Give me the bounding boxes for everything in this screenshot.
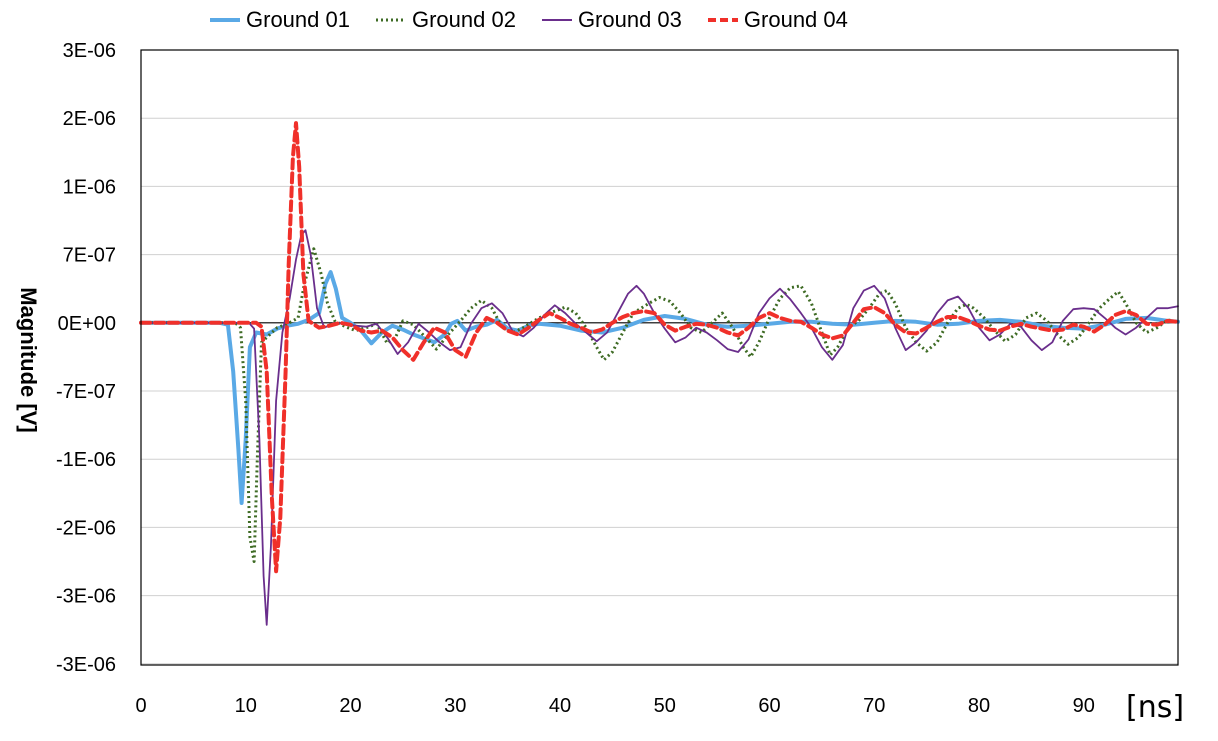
x-tick-label: 70 <box>863 695 885 717</box>
legend-item-ground-01: Ground 01 <box>210 7 350 33</box>
plot-border <box>140 49 1179 666</box>
x-tick-label: 0 <box>135 695 146 717</box>
y-tick-label: -1E-06 <box>56 449 116 471</box>
legend-item-ground-04: Ground 04 <box>707 7 848 33</box>
x-tick-label: 10 <box>235 695 257 717</box>
x-tick-label: 50 <box>654 695 676 717</box>
y-tick-label: -3E-06 <box>56 586 116 608</box>
series-line-ground-03 <box>140 229 1179 626</box>
legend: Ground 01 Ground 02 Ground 03 Ground 04 <box>210 6 874 34</box>
y-tick-label: -7E-07 <box>56 381 116 403</box>
series-line-ground-01 <box>139 270 1180 505</box>
legend-swatch-ground-02 <box>375 18 406 22</box>
legend-item-ground-03: Ground 03 <box>541 7 682 33</box>
legend-label-ground-01: Ground 01 <box>246 7 350 32</box>
y-tick-label: -2E-06 <box>56 517 116 539</box>
x-tick-label: 20 <box>339 695 361 717</box>
legend-item-ground-02: Ground 02 <box>375 7 516 33</box>
y-tick-label: 3E-06 <box>63 40 116 62</box>
y-tick-label: 1E-06 <box>63 176 116 198</box>
x-tick-label: 60 <box>758 695 780 717</box>
x-tick-label: 80 <box>968 695 990 717</box>
legend-label-ground-03: Ground 03 <box>577 7 682 32</box>
legend-label-ground-02: Ground 02 <box>411 7 516 32</box>
y-tick-label: 7E-07 <box>63 245 116 267</box>
y-tick-label: 0E+00 <box>58 313 116 335</box>
y-tick-label: -3E-06 <box>56 654 116 676</box>
legend-label-ground-04: Ground 04 <box>743 7 848 32</box>
series-line-ground-04 <box>139 121 1180 574</box>
series-line-ground-02 <box>141 247 1179 563</box>
x-tick-label: 90 <box>1073 695 1095 717</box>
legend-swatch-ground-03 <box>541 19 572 21</box>
x-tick-label: 40 <box>549 695 571 717</box>
legend-swatch-ground-04 <box>707 18 738 22</box>
legend-swatch-ground-01 <box>210 18 240 22</box>
x-axis-unit-label: [ns] <box>1126 690 1185 725</box>
x-tick-label: 30 <box>444 695 466 717</box>
y-tick-label: 2E-06 <box>63 108 116 130</box>
